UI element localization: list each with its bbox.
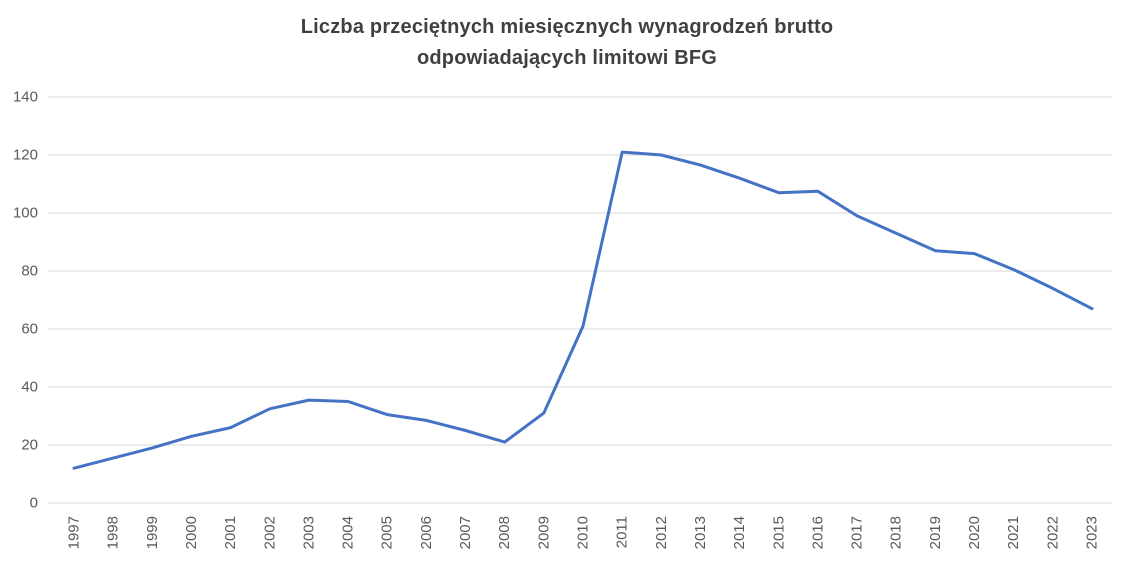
x-axis-tick-label: 2022	[1044, 516, 1061, 549]
y-axis-tick-label: 100	[13, 205, 38, 222]
x-axis-tick-label: 2011	[614, 516, 631, 548]
x-axis-tick-label: 2003	[300, 516, 317, 549]
x-axis-tick-label: 2010	[575, 516, 592, 549]
x-axis-tick-label: 2002	[261, 516, 278, 549]
x-axis-tick-label: 2009	[535, 516, 552, 549]
x-axis-tick-label: 2005	[379, 516, 396, 549]
x-axis-tick-label: 2012	[653, 516, 670, 549]
x-axis-tick-label: 2013	[692, 516, 709, 549]
x-axis-tick-label: 1998	[105, 516, 122, 549]
x-axis-tick-label: 2021	[1005, 516, 1022, 549]
chart-title-line-2: odpowiadających limitowi BFG	[416, 47, 718, 69]
x-axis-tick-label: 2006	[418, 516, 435, 549]
y-axis-tick-label: 0	[30, 495, 38, 512]
x-axis-tick-label: 2004	[340, 516, 357, 549]
y-axis-tick-label: 20	[21, 437, 38, 454]
y-axis-tick-label: 140	[13, 89, 38, 106]
data-line-series	[72, 150, 1094, 470]
x-axis-tick-label: 2000	[183, 516, 200, 549]
x-axis-tick-label: 2018	[888, 516, 905, 549]
x-axis-tick-label: 2023	[1084, 516, 1101, 549]
y-axis-tick-label: 40	[21, 379, 38, 396]
y-axis-tick-label: 120	[13, 147, 38, 164]
x-axis-tick-label: 2014	[731, 516, 748, 549]
x-axis-tick-label: 2016	[809, 516, 826, 549]
x-axis-tick-label: 2001	[222, 516, 239, 549]
x-axis-tick-label: 2008	[496, 516, 513, 549]
x-axis-tick-label: 2019	[927, 516, 944, 549]
y-axis-tick-label: 80	[21, 263, 38, 280]
x-axis-tick-label: 2015	[770, 516, 787, 549]
x-axis-tick-label: 2020	[966, 516, 983, 549]
x-axis-tick-label: 1997	[66, 516, 83, 549]
chart-title-line-1: Liczba przeciętnych miesięcznych wynagro…	[300, 16, 834, 38]
x-axis-tick-label: 2007	[457, 516, 474, 549]
x-axis-tick-label: 2017	[849, 516, 866, 549]
chart-title: Liczba przeciętnych miesięcznych wynagro…	[0, 12, 1134, 74]
x-axis-tick-label: 1999	[144, 516, 161, 549]
y-axis-tick-label: 60	[21, 321, 38, 338]
